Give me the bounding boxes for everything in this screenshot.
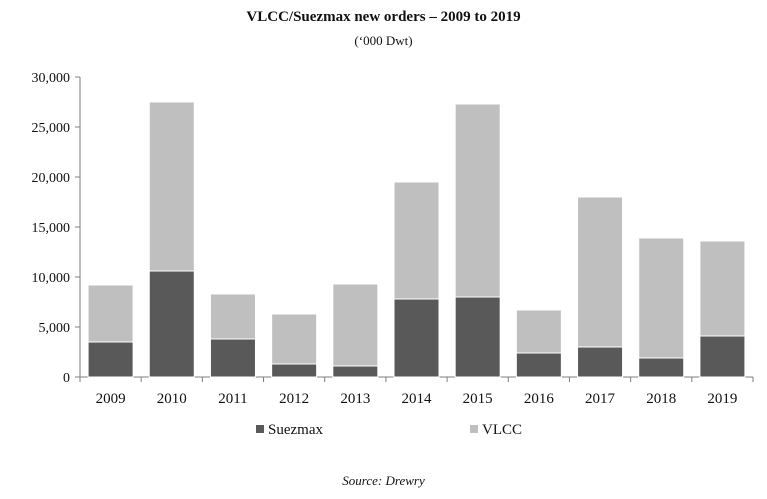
x-tick-label: 2010: [157, 391, 187, 407]
bar-suezmax-2014: [393, 298, 440, 378]
x-tick-label: 2013: [340, 391, 370, 407]
x-tick-label: 2016: [524, 391, 555, 407]
y-tick-label: 25,000: [32, 121, 71, 136]
bar-vlcc-2018: [638, 237, 685, 359]
bar-suezmax-2018: [638, 357, 685, 378]
bar-vlcc-2019: [699, 240, 746, 337]
bar-vlcc-2014: [393, 181, 440, 300]
bar-vlcc-2011: [209, 293, 256, 340]
x-tick-label: 2012: [279, 391, 309, 407]
x-tick-label: 2015: [463, 391, 493, 407]
x-tick-label: 2009: [96, 391, 126, 407]
y-tick-label: 20,000: [32, 171, 71, 186]
bar-suezmax-2019: [699, 335, 746, 378]
bar-vlcc-2009: [87, 284, 134, 343]
bar-suezmax-2017: [577, 346, 624, 378]
x-tick-label: 2019: [707, 391, 737, 407]
x-tick-label: 2018: [646, 391, 676, 407]
bar-suezmax-2011: [209, 338, 256, 378]
bar-suezmax-2015: [454, 296, 501, 378]
x-tick-label: 2014: [402, 391, 433, 407]
chart-subtitle: (‘000 Dwt): [354, 33, 413, 48]
legend-swatch-suezmax: [256, 425, 264, 433]
bar-suezmax-2012: [271, 363, 318, 378]
y-tick-label: 10,000: [32, 271, 71, 286]
y-tick-label: 0: [63, 371, 70, 386]
legend-swatch-vlcc: [470, 425, 478, 433]
bar-vlcc-2010: [148, 101, 195, 272]
x-tick-label: 2011: [218, 391, 247, 407]
bar-suezmax-2016: [515, 352, 562, 378]
legend-label-vlcc: VLCC: [482, 422, 522, 438]
bar-suezmax-2010: [148, 270, 195, 378]
bar-vlcc-2012: [271, 313, 318, 365]
chart-title: VLCC/Suezmax new orders – 2009 to 2019: [246, 9, 521, 25]
bar-vlcc-2017: [577, 196, 624, 348]
bar-suezmax-2009: [87, 341, 134, 378]
bar-vlcc-2013: [332, 283, 379, 367]
bar-vlcc-2016: [515, 309, 562, 354]
bar-vlcc-2015: [454, 103, 501, 298]
legend-label-suezmax: Suezmax: [268, 422, 323, 438]
y-tick-label: 30,000: [32, 71, 71, 86]
bar-suezmax-2013: [332, 365, 379, 378]
y-tick-label: 15,000: [32, 221, 71, 236]
chart-source: Source: Drewry: [342, 473, 425, 488]
y-tick-label: 5,000: [39, 321, 71, 336]
x-tick-label: 2017: [585, 391, 616, 407]
